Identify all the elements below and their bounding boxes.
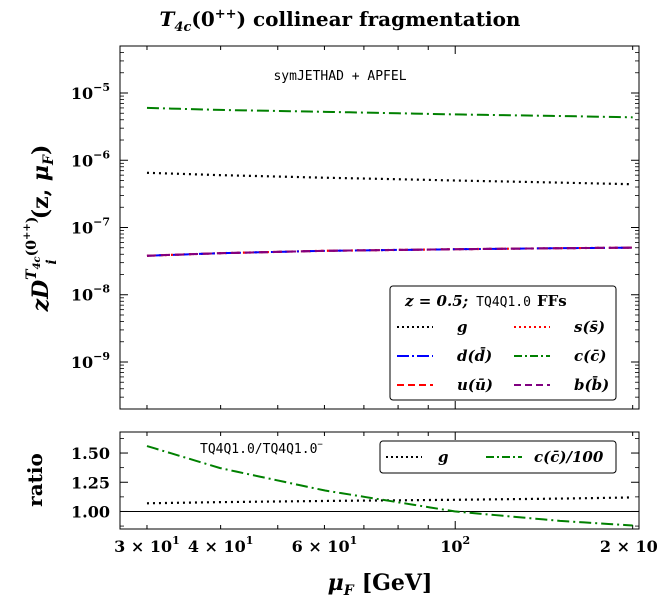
- x-tick-base: 3 × 10: [114, 537, 172, 556]
- main-y-tick-label: 10−8: [71, 283, 110, 305]
- ylabel-sub: i: [44, 259, 60, 264]
- x-tick-label: 6 × 101: [292, 534, 358, 556]
- ratio-ylabel-text: ratio: [23, 453, 47, 507]
- ylabel-args-open: (z,: [28, 181, 54, 219]
- main-ylabel-text: zDT4c(0++) i (z, μF): [22, 145, 60, 313]
- x-tick-exp: 1: [172, 534, 180, 547]
- ylabel-mu: μ: [28, 165, 54, 181]
- main-y-tick-label: 10−5: [71, 81, 110, 103]
- legend-label: b(b̄): [574, 375, 609, 394]
- main-y-tick-base: 10: [71, 286, 93, 305]
- ylabel-sup-sub: 4c: [32, 256, 43, 269]
- legend-header-z: z = 0.5;: [404, 292, 468, 310]
- x-tick-label: 2 × 102: [600, 534, 657, 556]
- main-y-tick-label: 10−9: [71, 350, 110, 372]
- ratio-axis-ticks: 1.00 1.25 1.50: [71, 432, 639, 529]
- x-tick-label: 102: [440, 534, 470, 556]
- ratio-y-tick-label: 1.50: [71, 444, 110, 463]
- xlabel-mu: μ: [328, 570, 344, 596]
- x-tick-exp: 1: [246, 534, 254, 547]
- main-legend-entries: g s(s̄) d(d̄) c(c̄) u(ū) b(b̄): [397, 318, 609, 394]
- xlabel-unit: [GeV]: [362, 570, 433, 596]
- ratio-series-group: [120, 445, 639, 527]
- ratio-annotation: TQ4Q1.0/TQ4Q1.0−: [200, 440, 323, 457]
- ylabel-z: z: [28, 298, 54, 312]
- ratio-annotation-sup: −: [317, 440, 323, 450]
- ylabel-d: D: [28, 280, 54, 300]
- main-legend-box: [389, 285, 617, 401]
- xlabel-sub: F: [343, 583, 355, 599]
- x-tick-label: 4 × 101: [188, 534, 254, 556]
- series-line-cc: [146, 106, 633, 119]
- ylabel-args-close: ): [28, 145, 54, 155]
- main-y-tick-base: 10: [71, 151, 93, 170]
- x-tick-base: 6 × 10: [292, 537, 350, 556]
- legend-label: g: [457, 318, 468, 336]
- main-y-tick-label: 10−7: [71, 216, 110, 238]
- main-y-tick-exp: −6: [93, 148, 110, 161]
- x-axis-label: μF [GeV]: [328, 570, 433, 599]
- ratio-legend-entries: g c(c̄)/100: [386, 448, 604, 466]
- x-tick-base: 4 × 10: [188, 537, 246, 556]
- main-y-tick-base: 10: [71, 219, 93, 238]
- main-series-group: [146, 106, 633, 257]
- ylabel-sup-pp: ++: [22, 223, 33, 240]
- x-tick-exp: 1: [350, 534, 358, 547]
- title-main: T: [160, 7, 177, 31]
- ratio-legend-label: g: [438, 448, 449, 466]
- ratio-ylabel: ratio: [23, 453, 47, 507]
- main-y-tick-base: 10: [71, 353, 93, 372]
- main-y-tick-base: 10: [71, 84, 93, 103]
- legend-header: z = 0.5; TQ4Q1.0 FFs: [404, 292, 567, 310]
- ylabel-sup-close: ): [24, 217, 40, 224]
- legend-label: d(d̄): [457, 346, 492, 365]
- ylabel-sup-paren: (0: [24, 240, 40, 257]
- ratio-y-tick-label: 1.00: [71, 502, 110, 521]
- series-line-g: [146, 171, 633, 186]
- x-tick-exp: 2: [463, 534, 471, 547]
- legend-header-set: TQ4Q1.0: [476, 295, 531, 310]
- series-line-bb: [146, 246, 633, 257]
- legend-header-ffs: FFs: [537, 292, 567, 310]
- ratio-legend: g c(c̄)/100: [379, 440, 617, 474]
- main-panel: 10−910−810−710−610−5 symJETHAD + APFEL: [71, 45, 640, 410]
- ratio-plot-frame: [119, 431, 640, 530]
- legend-label: s(s̄): [574, 318, 605, 336]
- main-y-tick-exp: −9: [93, 350, 110, 363]
- main-ylabel: zDT4c(0++) i (z, μF): [22, 145, 60, 313]
- legend-label: c(c̄): [574, 347, 606, 365]
- ratio-legend-label: c(c̄)/100: [534, 448, 604, 466]
- ratio-y-tick-label: 1.25: [71, 473, 110, 492]
- title-rest: ) collinear fragmentation: [237, 7, 521, 31]
- x-tick-base: 2 × 10: [600, 537, 657, 556]
- main-axis-ticks: 10−910−810−710−610−5: [71, 45, 639, 410]
- main-y-tick-label: 10−6: [71, 148, 110, 170]
- ylabel-mu-sub: F: [41, 154, 57, 166]
- title-sub: 4c: [174, 20, 191, 35]
- chart-title: T4c(0++) collinear fragmentation: [160, 7, 521, 35]
- ylabel-sup: T: [24, 268, 40, 280]
- main-y-tick-exp: −7: [93, 216, 110, 229]
- title-sup: ++: [215, 7, 237, 22]
- main-y-tick-exp: −5: [93, 81, 110, 94]
- main-annotation: symJETHAD + APFEL: [273, 69, 406, 84]
- main-y-tick-exp: −8: [93, 283, 110, 296]
- x-tick-label: 3 × 101: [114, 534, 180, 556]
- x-tick-base: 10: [440, 537, 462, 556]
- ratio-panel: 1.00 1.25 1.50 TQ4Q1.0/TQ4Q1.0−: [71, 431, 640, 530]
- main-legend: z = 0.5; TQ4Q1.0 FFs g s(s̄) d(d̄) c(c̄) u(ū) b…: [389, 285, 617, 401]
- ratio-series-line-c: [146, 445, 633, 527]
- ratio-annotation-main: TQ4Q1.0/TQ4Q1.0: [200, 442, 317, 457]
- legend-label: u(ū): [457, 376, 493, 394]
- title-paren: (0: [191, 7, 214, 31]
